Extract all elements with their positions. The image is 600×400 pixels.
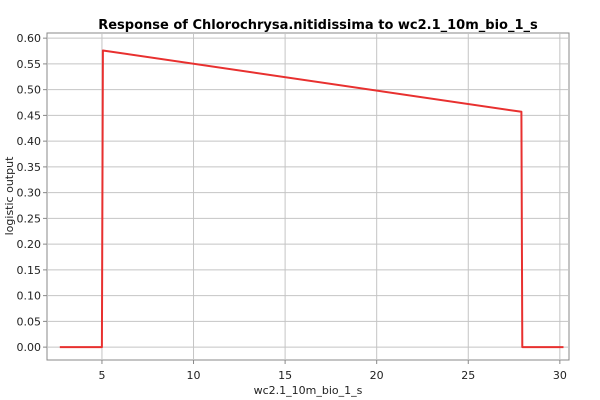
x-axis-label: wc2.1_10m_bio_1_s — [254, 384, 363, 397]
y-tick-label: 0.55 — [17, 58, 42, 71]
y-tick-label: 0.45 — [17, 109, 42, 122]
y-tick-label: 0.25 — [17, 212, 42, 225]
x-tick-label: 20 — [370, 369, 384, 382]
plot-area — [46, 32, 570, 361]
y-tick-label: 0.10 — [17, 290, 42, 303]
x-tick-label: 15 — [278, 369, 292, 382]
y-tick-label: 0.05 — [17, 315, 42, 328]
response-curve — [59, 49, 564, 349]
tick-layer: 0.00 0.05 0.10 0.15 0.20 0.25 0.30 0.35 0.40 0.45… — [17, 32, 567, 382]
y-tick-label: 0.00 — [17, 341, 42, 354]
chart-title: Response of Chlorochrysa.nitidissima to … — [98, 18, 538, 33]
y-tick-label: 0.60 — [17, 32, 42, 45]
y-tick-label: 0.40 — [17, 135, 42, 148]
y-tick-label: 0.15 — [17, 264, 42, 277]
series-layer — [59, 49, 564, 349]
y-tick-label: 0.35 — [17, 161, 42, 174]
y-tick-label: 0.20 — [17, 238, 42, 251]
y-tick-label: 0.50 — [17, 84, 42, 97]
x-tick-label: 10 — [187, 369, 201, 382]
y-tick-label: 0.30 — [17, 187, 42, 200]
x-tick-label: 5 — [98, 369, 105, 382]
y-axis-label: logistic output — [3, 156, 16, 235]
x-tick-label: 30 — [553, 369, 567, 382]
x-tick-label: 25 — [461, 369, 475, 382]
